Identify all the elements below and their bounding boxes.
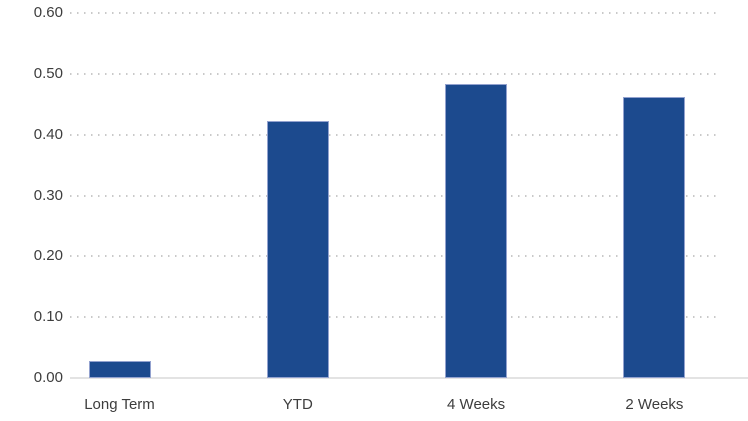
gridline-0.10 <box>70 316 721 319</box>
gridline-0.50 <box>70 72 721 75</box>
bar-long-term <box>88 360 151 378</box>
y-tick-label: 0.30 <box>33 186 63 204</box>
y-tick-label: 0.40 <box>33 125 63 143</box>
y-tick-label: 0.00 <box>33 369 63 386</box>
y-tick-label: 0.60 <box>33 4 63 21</box>
y-tick-label: 0.50 <box>33 64 63 82</box>
gridline-0.60 <box>70 12 721 14</box>
x-category-label: 4 Weeks <box>447 396 506 413</box>
gridline-0.20 <box>70 255 721 258</box>
x-category-label: 2 Weeks <box>625 396 684 413</box>
gridline-0.30 <box>70 194 721 197</box>
gridline-0.40 <box>70 133 721 136</box>
y-tick-label: 0.10 <box>33 308 63 326</box>
y-tick-label: 0.20 <box>33 247 63 265</box>
x-category-label: YTD <box>282 396 313 413</box>
bar-ytd <box>266 121 329 378</box>
zero-axis-line <box>70 377 748 379</box>
bar-2-weeks <box>623 96 686 378</box>
x-category-label: Long Term <box>84 396 155 413</box>
bar-4-weeks <box>445 84 508 378</box>
